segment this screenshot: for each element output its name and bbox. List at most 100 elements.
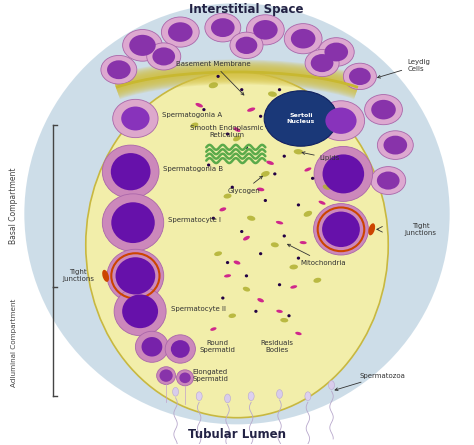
Text: Elongated
Spermatid: Elongated Spermatid	[192, 369, 228, 382]
Ellipse shape	[231, 186, 234, 189]
Ellipse shape	[280, 318, 288, 323]
Ellipse shape	[261, 171, 270, 177]
Ellipse shape	[377, 171, 400, 190]
Text: Basement Membrane: Basement Membrane	[176, 61, 251, 95]
Ellipse shape	[142, 337, 162, 356]
Ellipse shape	[240, 230, 243, 233]
Ellipse shape	[280, 139, 288, 143]
Ellipse shape	[228, 313, 236, 318]
Text: Sertoli
Nucleus: Sertoli Nucleus	[287, 113, 315, 124]
Ellipse shape	[209, 82, 218, 88]
Ellipse shape	[225, 394, 230, 403]
Text: Spermatozoa: Spermatozoa	[335, 372, 406, 391]
Ellipse shape	[245, 274, 248, 277]
Ellipse shape	[101, 56, 137, 84]
Ellipse shape	[297, 203, 300, 206]
Ellipse shape	[365, 94, 402, 125]
Ellipse shape	[234, 127, 240, 132]
Ellipse shape	[297, 257, 300, 260]
Ellipse shape	[305, 49, 339, 77]
Ellipse shape	[243, 287, 250, 291]
Ellipse shape	[156, 367, 175, 384]
Ellipse shape	[314, 146, 373, 202]
Ellipse shape	[276, 221, 283, 224]
Text: Residuals
Bodies: Residuals Bodies	[261, 340, 294, 353]
Ellipse shape	[136, 331, 168, 362]
Ellipse shape	[253, 20, 278, 40]
Ellipse shape	[202, 108, 206, 111]
Ellipse shape	[211, 18, 235, 37]
Ellipse shape	[236, 36, 257, 54]
Ellipse shape	[311, 177, 314, 180]
Ellipse shape	[325, 108, 356, 134]
Ellipse shape	[314, 204, 368, 255]
Ellipse shape	[111, 202, 155, 243]
Ellipse shape	[290, 264, 298, 270]
Text: Tight
Junctions: Tight Junctions	[62, 269, 94, 283]
Ellipse shape	[311, 54, 333, 72]
Ellipse shape	[304, 211, 312, 217]
Text: Mitochondria: Mitochondria	[288, 244, 346, 266]
Ellipse shape	[268, 91, 277, 97]
Ellipse shape	[322, 154, 364, 194]
Ellipse shape	[102, 145, 159, 198]
Ellipse shape	[230, 32, 263, 59]
Ellipse shape	[165, 335, 195, 363]
Ellipse shape	[226, 261, 229, 264]
Ellipse shape	[349, 68, 371, 85]
Text: Spermatocyte II: Spermatocyte II	[171, 306, 226, 312]
Ellipse shape	[278, 283, 281, 286]
Ellipse shape	[195, 103, 203, 107]
Ellipse shape	[377, 131, 413, 159]
Ellipse shape	[318, 38, 354, 66]
Ellipse shape	[323, 185, 331, 190]
Ellipse shape	[246, 15, 284, 45]
Ellipse shape	[283, 154, 286, 158]
Ellipse shape	[368, 223, 375, 235]
Ellipse shape	[234, 260, 240, 265]
Ellipse shape	[264, 199, 267, 202]
Ellipse shape	[116, 257, 155, 295]
Text: Tight
Junctions: Tight Junctions	[405, 223, 437, 236]
Ellipse shape	[179, 372, 191, 383]
Ellipse shape	[294, 149, 303, 154]
Ellipse shape	[247, 108, 255, 112]
Ellipse shape	[240, 88, 243, 91]
Ellipse shape	[129, 35, 156, 56]
Ellipse shape	[322, 211, 360, 247]
Ellipse shape	[264, 91, 337, 146]
Ellipse shape	[300, 241, 307, 244]
Ellipse shape	[383, 136, 407, 154]
Ellipse shape	[319, 201, 326, 205]
Ellipse shape	[173, 388, 179, 396]
Ellipse shape	[168, 22, 192, 42]
Ellipse shape	[205, 13, 241, 42]
Text: Smooth Endoplasmic
Reticulum: Smooth Endoplasmic Reticulum	[190, 125, 264, 138]
Ellipse shape	[257, 188, 264, 191]
Text: Interstitial Space: Interstitial Space	[189, 3, 304, 16]
Text: Leydig
Cells: Leydig Cells	[378, 59, 430, 78]
Ellipse shape	[219, 207, 226, 211]
Ellipse shape	[245, 146, 248, 149]
Ellipse shape	[102, 194, 164, 251]
Ellipse shape	[254, 310, 257, 313]
Ellipse shape	[86, 72, 388, 418]
Ellipse shape	[161, 17, 199, 47]
Ellipse shape	[295, 332, 301, 335]
Text: Tubular Lumen: Tubular Lumen	[188, 428, 286, 441]
Ellipse shape	[159, 369, 173, 382]
Ellipse shape	[224, 274, 231, 278]
Ellipse shape	[224, 194, 231, 198]
Ellipse shape	[122, 295, 158, 328]
Ellipse shape	[291, 29, 316, 49]
Ellipse shape	[318, 101, 365, 141]
Ellipse shape	[318, 127, 326, 132]
Text: Adluminal Compartment: Adluminal Compartment	[11, 298, 17, 387]
Text: Lipids: Lipids	[302, 152, 340, 162]
Ellipse shape	[176, 370, 193, 386]
Ellipse shape	[271, 243, 279, 247]
Ellipse shape	[283, 235, 286, 238]
Ellipse shape	[102, 270, 109, 282]
Ellipse shape	[284, 24, 322, 54]
Ellipse shape	[257, 298, 264, 302]
